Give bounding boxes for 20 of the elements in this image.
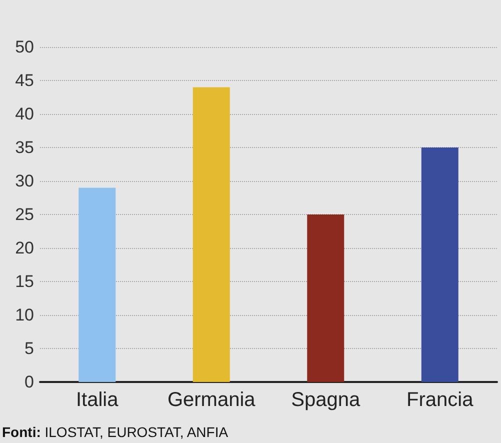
x-tick-label: Germania — [167, 389, 256, 411]
bar — [192, 87, 230, 382]
y-tick-label: 40 — [15, 104, 34, 124]
x-tick-label: Italia — [76, 389, 120, 411]
y-tick-label: 50 — [15, 38, 34, 56]
y-tick-label: 15 — [15, 272, 34, 291]
y-tick-label: 5 — [24, 339, 34, 358]
text: Fonti: ILOSTAT, EUROSTAT, ANFIA — [2, 424, 229, 440]
x-tick-label: Francia — [406, 389, 474, 411]
y-tick-label: 30 — [15, 172, 34, 190]
y-tick-label: 45 — [15, 71, 34, 90]
y-tick-label: 10 — [15, 306, 34, 324]
bar — [78, 188, 116, 382]
y-tick-label: 0 — [24, 372, 34, 392]
bar — [421, 148, 458, 382]
x-tick-label: Spagna — [291, 389, 361, 411]
y-tick-label: 25 — [15, 205, 34, 224]
y-tick-label: 20 — [15, 238, 34, 258]
y-tick-label: 35 — [15, 138, 34, 157]
bar — [307, 214, 344, 382]
